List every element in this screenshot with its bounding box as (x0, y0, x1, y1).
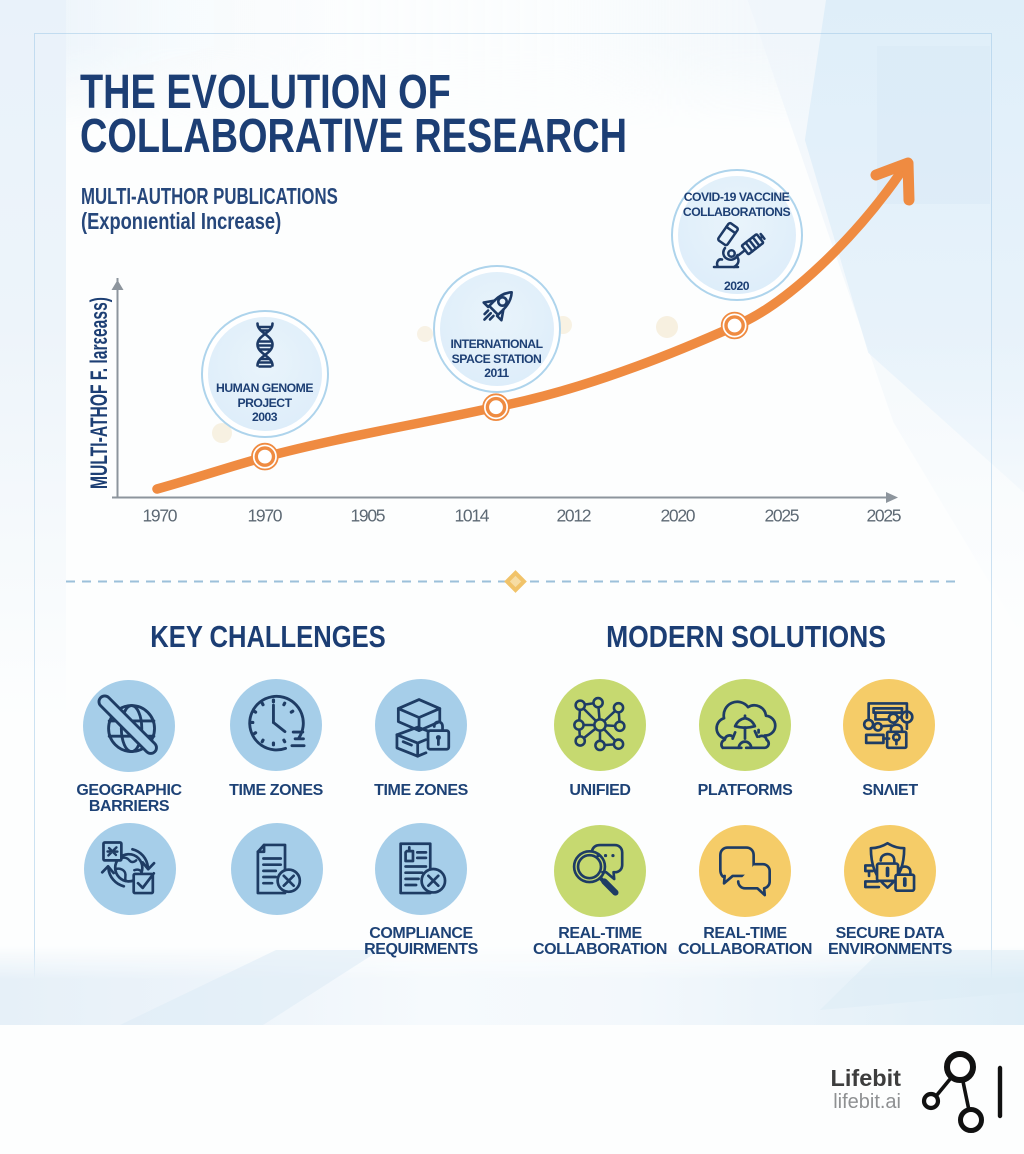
svg-text:MULTI-ATHOF F. larεeass): MULTI-ATHOF F. larεeass) (86, 297, 113, 489)
svg-text:2020: 2020 (661, 506, 696, 526)
svg-text:2025: 2025 (867, 506, 902, 526)
svg-text:1905: 1905 (351, 506, 386, 526)
svg-text:1014: 1014 (455, 506, 490, 526)
svg-text:2012: 2012 (557, 506, 592, 526)
svg-text:2025: 2025 (765, 506, 800, 526)
svg-text:1970: 1970 (248, 506, 283, 526)
svg-text:1970: 1970 (143, 506, 178, 526)
